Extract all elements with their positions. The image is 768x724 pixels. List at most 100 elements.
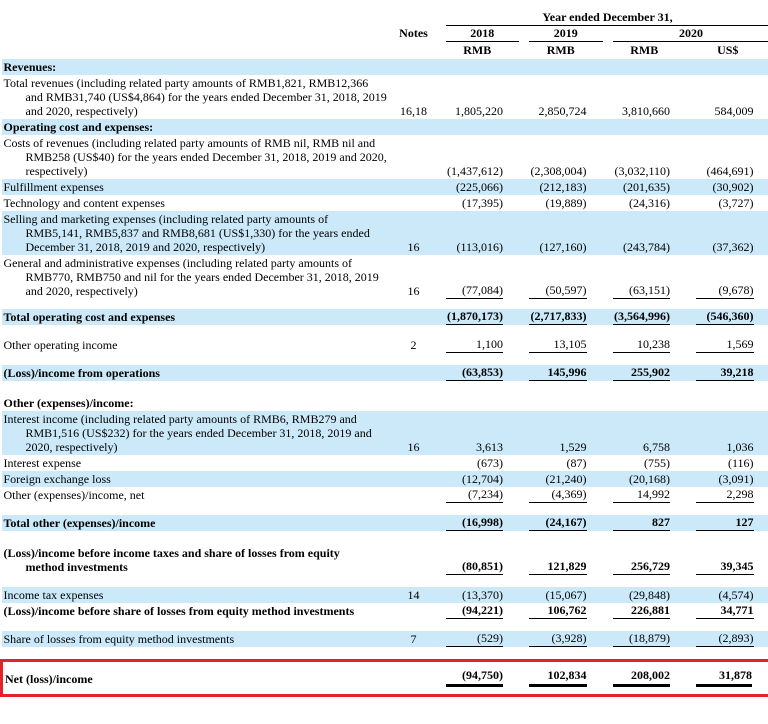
- row-label-cell: Fulfillment expenses: [2, 179, 392, 195]
- header-row-period: Year ended December 31,: [2, 10, 768, 26]
- value-cell: (80,851): [436, 545, 520, 575]
- row-label: (Loss)/income from operations: [3, 366, 160, 380]
- value-text: (19,889): [545, 196, 587, 210]
- currency-header-usd-2020: US$: [717, 43, 739, 57]
- value-text: 31,878: [696, 668, 753, 687]
- row-label: Net (loss)/income: [5, 672, 93, 686]
- row-note: [391, 659, 436, 697]
- header-spacer: [392, 42, 436, 59]
- value-text: 2,850,724: [538, 104, 587, 118]
- value-cell: (201,635): [603, 179, 687, 195]
- table-row: Other (expenses)/income:: [2, 395, 768, 411]
- value-cell: (17,395): [436, 195, 520, 211]
- value-text: 34,771: [696, 603, 754, 619]
- value-text: (18,879): [612, 631, 670, 647]
- value-cell: (3,032,110): [603, 135, 687, 179]
- value-cell: (243,784): [603, 211, 687, 255]
- value-text: (37,362): [712, 240, 754, 254]
- row-label: Total operating cost and expenses: [3, 310, 176, 324]
- value-cell: (116): [686, 455, 768, 471]
- row-note: [392, 119, 436, 135]
- row-label-cell: Interest income (including related party…: [2, 411, 392, 455]
- value-cell: [436, 395, 520, 411]
- value-text: 1,805,220: [455, 104, 503, 118]
- value-cell: (63,151): [603, 255, 687, 299]
- value-text: (9,678): [696, 283, 754, 299]
- table-row: (Loss)/income before income taxes and sh…: [2, 545, 768, 575]
- value-cell: 14,992: [603, 487, 687, 503]
- value-cell: (3,727): [686, 195, 768, 211]
- value-cell: (127,160): [519, 211, 603, 255]
- value-text: 1,569: [696, 337, 754, 353]
- value-cell: (37,362): [686, 211, 768, 255]
- row-label: Interest income (including related party…: [3, 412, 372, 454]
- value-text: (3,032,110): [614, 164, 670, 178]
- header-row-years: Notes 2018 2019 2020: [2, 26, 768, 42]
- value-cell: [686, 395, 768, 411]
- table-header: Year ended December 31, Notes 2018 2019 …: [2, 10, 768, 59]
- value-cell: (9,678): [686, 255, 768, 299]
- value-text: (17,395): [462, 196, 503, 210]
- currency-header-rmb-2018: RMB: [463, 43, 492, 57]
- currency-header-rmb-2020: RMB: [630, 43, 659, 57]
- value-cell: [686, 119, 768, 135]
- value-text: (3,727): [718, 196, 754, 210]
- table-row: Interest income (including related party…: [1, 411, 768, 455]
- table-row: Fulfillment expenses (225,066) (212,183) (2…: [1, 179, 768, 195]
- value-text: 2,298: [696, 487, 754, 503]
- value-text: 6,758: [643, 440, 670, 454]
- table-row: General and administrative expenses (inc…: [2, 255, 768, 299]
- value-text: (113,016): [456, 240, 503, 254]
- row-label: Total other (expenses)/income: [3, 516, 156, 530]
- value-cell: (755): [603, 455, 687, 471]
- row-label: Costs of revenues (including related par…: [3, 136, 387, 178]
- value-text: 10,238: [612, 337, 670, 353]
- value-cell: (113,016): [436, 211, 520, 255]
- row-label-cell: Income tax expenses: [2, 587, 392, 603]
- value-cell: [519, 395, 603, 411]
- row-label-cell: Net (loss)/income: [0, 659, 392, 697]
- value-cell: 1,036: [686, 411, 768, 455]
- value-text: 1,529: [559, 440, 587, 454]
- value-cell: 584,009: [686, 75, 768, 119]
- row-note: [392, 59, 436, 75]
- row-label: General and administrative expenses (inc…: [3, 256, 379, 298]
- notes-column-header: Notes: [399, 26, 428, 40]
- value-cell: (4,369): [519, 487, 603, 503]
- value-text: (63,151): [612, 283, 670, 299]
- value-cell: (77,084): [436, 255, 520, 299]
- value-cell: 1,100: [436, 337, 520, 353]
- row-note: [392, 603, 436, 619]
- value-cell: 39,345: [686, 545, 768, 575]
- row-label: Fulfillment expenses: [3, 180, 104, 194]
- value-text: 1,100: [445, 337, 503, 353]
- currency-header-rmb-2019: RMB: [546, 43, 575, 57]
- row-note: [392, 515, 436, 531]
- value-text: 255,902: [612, 365, 670, 381]
- value-text: (4,574): [718, 588, 754, 602]
- value-text: (77,084): [445, 283, 503, 299]
- value-text: (94,221): [445, 603, 503, 619]
- value-text: (24,167): [529, 515, 587, 531]
- value-cell: 2,850,724: [519, 75, 603, 119]
- row-label-cell: Total other (expenses)/income: [2, 515, 392, 531]
- value-cell: 226,881: [603, 603, 687, 619]
- value-cell: (13,370): [436, 587, 520, 603]
- value-text: 827: [612, 515, 670, 531]
- row-label: Technology and content expenses: [3, 196, 165, 210]
- table-row: Total revenues (including related party …: [2, 75, 768, 119]
- value-cell: 145,996: [519, 365, 603, 381]
- table-row: Operating cost and expenses:: [1, 119, 768, 135]
- row-label-cell: Costs of revenues (including related par…: [2, 135, 392, 179]
- value-text: (50,597): [529, 283, 587, 299]
- value-cell: (30,902): [686, 179, 768, 195]
- value-text: (20,168): [629, 472, 670, 486]
- value-text: 584,009: [714, 104, 754, 118]
- row-label: Other (expenses)/income, net: [3, 488, 145, 502]
- spacer-row: [2, 503, 768, 515]
- table-row: Costs of revenues (including related par…: [2, 135, 768, 179]
- value-cell: (464,691): [686, 135, 768, 179]
- value-cell: 6,758: [603, 411, 687, 455]
- row-note: 16: [407, 284, 420, 298]
